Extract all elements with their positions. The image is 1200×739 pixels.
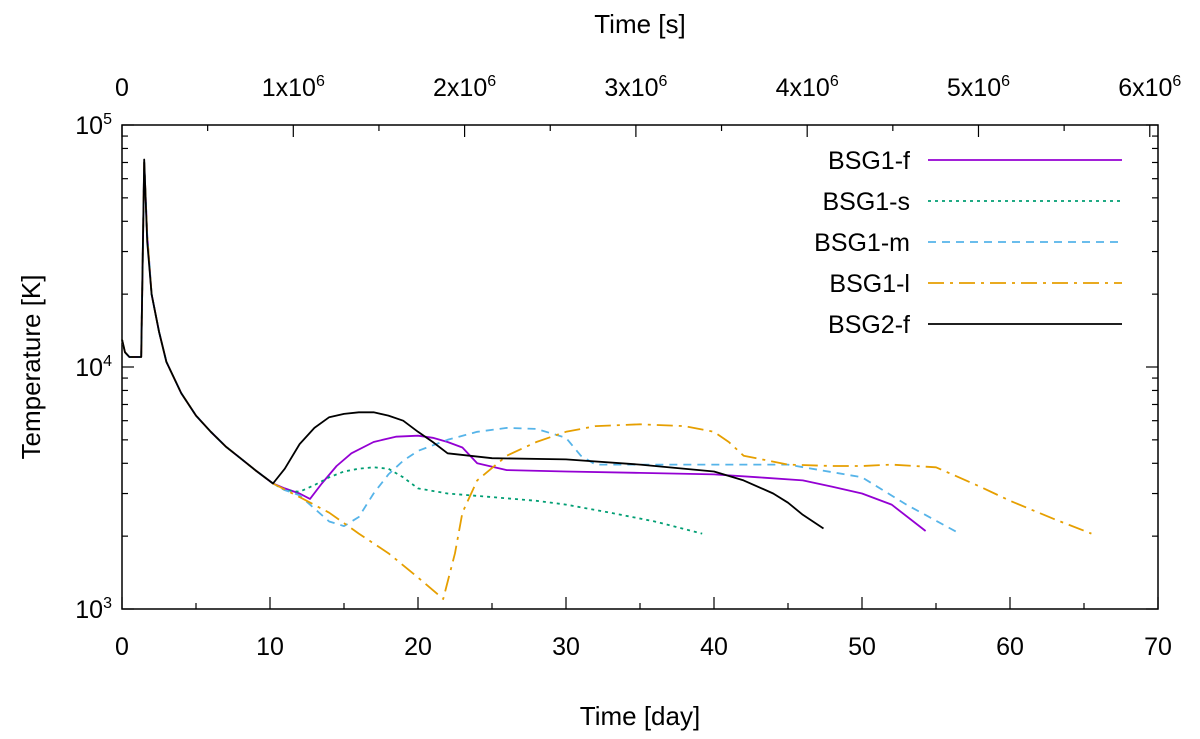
series-layer — [121, 158, 1092, 600]
legend-label: BSG1-m — [814, 229, 910, 257]
x2-tick-label: 2x106 — [433, 73, 496, 102]
x2-tick-label: 1x106 — [262, 73, 325, 102]
plot-frame-group — [121, 124, 1159, 610]
x2-tick-label: 0 — [115, 74, 129, 102]
legend: BSG1-f BSG1-s BSG1-m BSG1-l BSG2-f — [814, 147, 1122, 339]
x2-axis-title: Time [s] — [594, 9, 685, 39]
series-line-bsg1-l — [121, 161, 1092, 600]
x2-tick-label: 4x106 — [776, 73, 839, 102]
y-tick-label: 104 — [75, 353, 112, 382]
series-line-bsg1-m — [121, 161, 961, 535]
legend-label: BSG1-l — [829, 270, 910, 298]
legend-label: BSG1-f — [828, 147, 910, 175]
legend-label: BSG1-s — [822, 188, 910, 216]
x-tick-label: 70 — [1144, 633, 1172, 661]
x2-tick-label: 3x106 — [604, 73, 667, 102]
x2-tick-label: 6x106 — [1118, 73, 1181, 102]
ticks-layer — [121, 124, 1159, 610]
y-axis-title: Temperature [K] — [16, 275, 46, 460]
series-line-bsg1-f — [121, 161, 927, 532]
series-line-bsg2-f — [121, 158, 824, 530]
y-tick-label: 103 — [75, 595, 112, 624]
x-tick-label: 0 — [115, 633, 129, 661]
legend-label: BSG2-f — [828, 311, 910, 339]
x-tick-label: 10 — [256, 633, 284, 661]
x-tick-label: 40 — [700, 633, 728, 661]
x-tick-label: 20 — [404, 633, 432, 661]
x-tick-label: 60 — [996, 633, 1024, 661]
x-axis-title: Time [day] — [580, 701, 700, 731]
plot-frame — [121, 124, 1159, 610]
x-tick-label: 50 — [848, 633, 876, 661]
series-line-bsg1-s — [121, 161, 703, 535]
x-tick-label: 30 — [552, 633, 580, 661]
x2-tick-label: 5x106 — [947, 73, 1010, 102]
tick-labels-layer: 0 10 20 30 40 50 60 70 0 1x106 2x106 3x106 4x106 5x10… — [75, 73, 1181, 661]
y-tick-label: 105 — [75, 111, 112, 140]
